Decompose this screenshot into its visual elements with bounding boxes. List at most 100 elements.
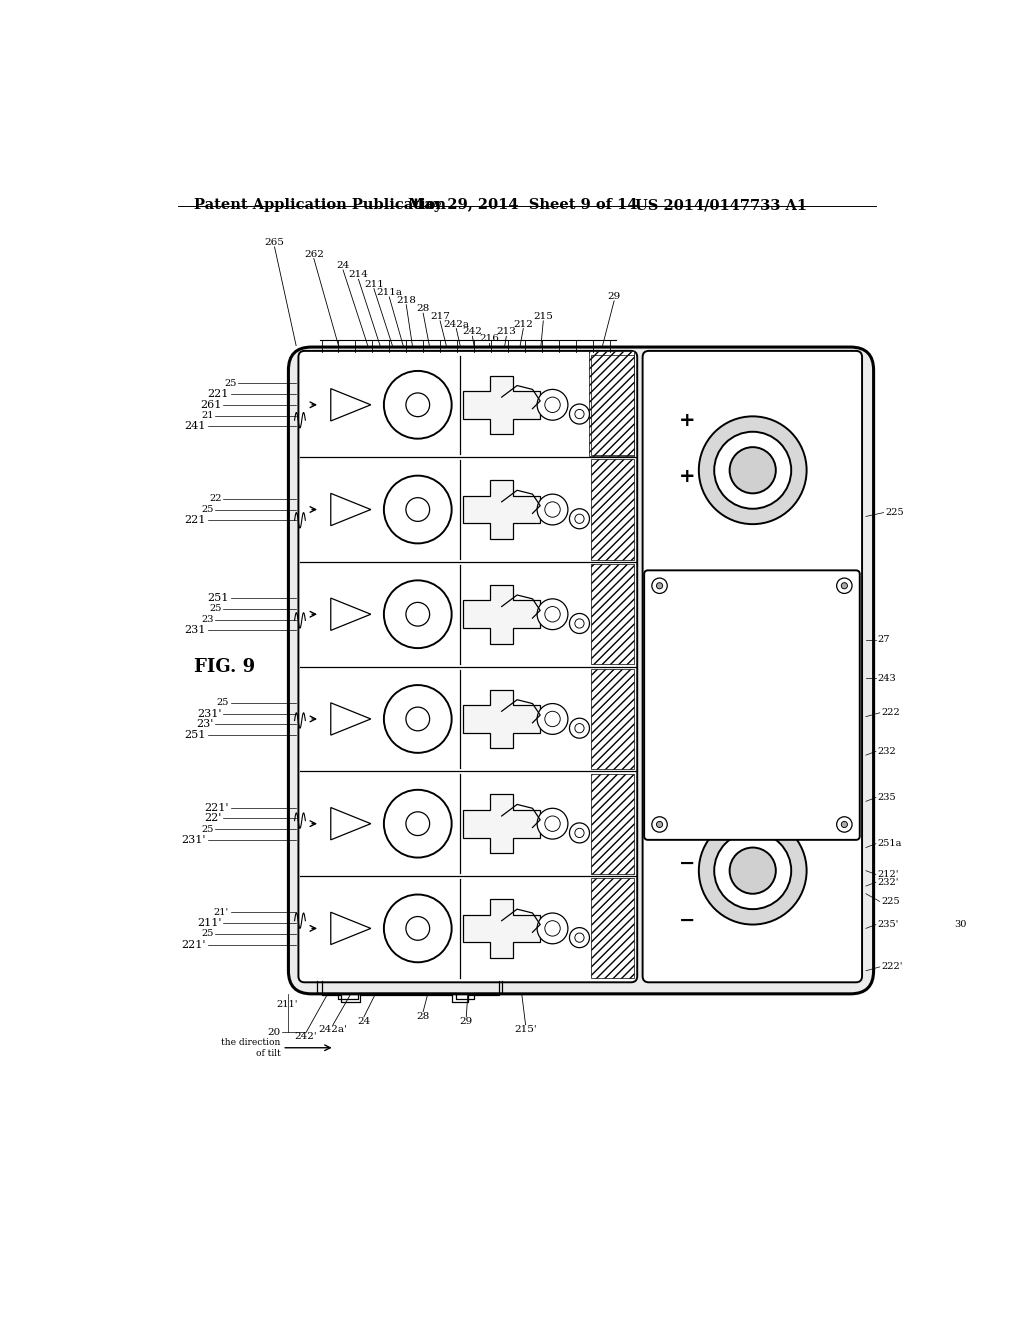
Circle shape [574,513,584,524]
Text: 242': 242' [295,1032,317,1041]
Circle shape [574,619,584,628]
Polygon shape [463,585,541,644]
Bar [591,564,634,664]
Polygon shape [463,689,541,748]
Text: 232': 232' [878,878,899,887]
Text: 232: 232 [878,747,896,756]
Text: 27: 27 [878,635,890,644]
Circle shape [406,498,430,521]
Text: 218: 218 [396,296,416,305]
Circle shape [569,614,590,634]
Text: 211': 211' [197,917,221,928]
Circle shape [569,508,590,529]
Circle shape [538,389,568,420]
Text: 225: 225 [885,508,904,517]
Text: 231: 231 [184,626,206,635]
Text: 28: 28 [417,1011,430,1020]
Text: US 2014/0147733 A1: US 2014/0147733 A1 [635,198,807,213]
Text: 22: 22 [209,494,221,503]
Bar [591,878,634,978]
Text: 261: 261 [200,400,221,409]
Circle shape [384,685,452,752]
Circle shape [538,913,568,944]
Text: 217: 217 [430,312,450,321]
Text: 215': 215' [514,1024,537,1034]
Circle shape [730,447,776,494]
Polygon shape [463,899,541,958]
Text: 25: 25 [202,506,214,513]
Polygon shape [331,912,371,945]
Circle shape [545,711,560,726]
Circle shape [656,582,663,589]
Text: 22': 22' [204,813,221,824]
Text: 242a: 242a [443,319,469,329]
Circle shape [406,602,430,626]
Text: 235: 235 [878,793,896,803]
Circle shape [406,393,430,417]
Circle shape [384,789,452,858]
Text: 25: 25 [217,698,229,708]
Text: 212: 212 [513,319,534,329]
Polygon shape [331,388,371,421]
Circle shape [538,494,568,525]
Text: 214: 214 [348,271,369,280]
Circle shape [545,816,560,832]
Circle shape [652,817,668,832]
Text: 242a': 242a' [318,1024,347,1034]
Circle shape [714,832,792,909]
Text: 241: 241 [184,421,206,432]
Circle shape [538,808,568,840]
Circle shape [569,928,590,948]
Text: 213: 213 [497,327,516,337]
Polygon shape [331,702,371,735]
Text: 251: 251 [208,593,229,603]
Text: 24: 24 [337,261,350,271]
Text: 221: 221 [208,389,229,399]
Text: 222: 222 [882,709,900,717]
Circle shape [384,895,452,962]
Text: 29: 29 [460,1016,473,1026]
Text: 28: 28 [417,304,430,313]
Text: 23': 23' [197,719,214,730]
Text: 242: 242 [463,327,482,337]
Circle shape [545,502,560,517]
FancyBboxPatch shape [644,570,860,840]
Circle shape [656,821,663,828]
Polygon shape [463,480,541,539]
Circle shape [406,812,430,836]
Circle shape [574,933,584,942]
Circle shape [538,704,568,734]
Circle shape [574,723,584,733]
Circle shape [538,599,568,630]
Text: 231': 231' [197,709,221,718]
Circle shape [714,432,792,508]
Circle shape [569,822,590,843]
Text: 262: 262 [304,249,324,259]
Text: 235': 235' [878,920,899,929]
Text: 243: 243 [878,673,896,682]
Circle shape [842,582,848,589]
Text: 25: 25 [202,929,214,939]
FancyBboxPatch shape [298,351,637,982]
Text: 221: 221 [184,515,206,525]
Text: 23: 23 [202,615,214,624]
Bar [591,459,634,560]
Polygon shape [331,598,371,631]
Circle shape [698,416,807,524]
Text: 225: 225 [882,898,900,906]
Text: 221': 221' [205,803,229,813]
Text: 251: 251 [184,730,206,741]
Text: 30: 30 [954,920,967,929]
Text: 216: 216 [479,334,500,343]
Text: 212': 212' [878,870,899,879]
Circle shape [574,409,584,418]
Text: 20: 20 [267,1028,281,1036]
Text: +: + [679,411,695,430]
Polygon shape [463,795,541,853]
Text: +: + [679,467,695,486]
Text: 265: 265 [264,238,285,247]
Circle shape [406,916,430,940]
Bar [591,774,634,874]
Text: 251a: 251a [878,840,902,849]
Text: −: − [679,854,695,873]
